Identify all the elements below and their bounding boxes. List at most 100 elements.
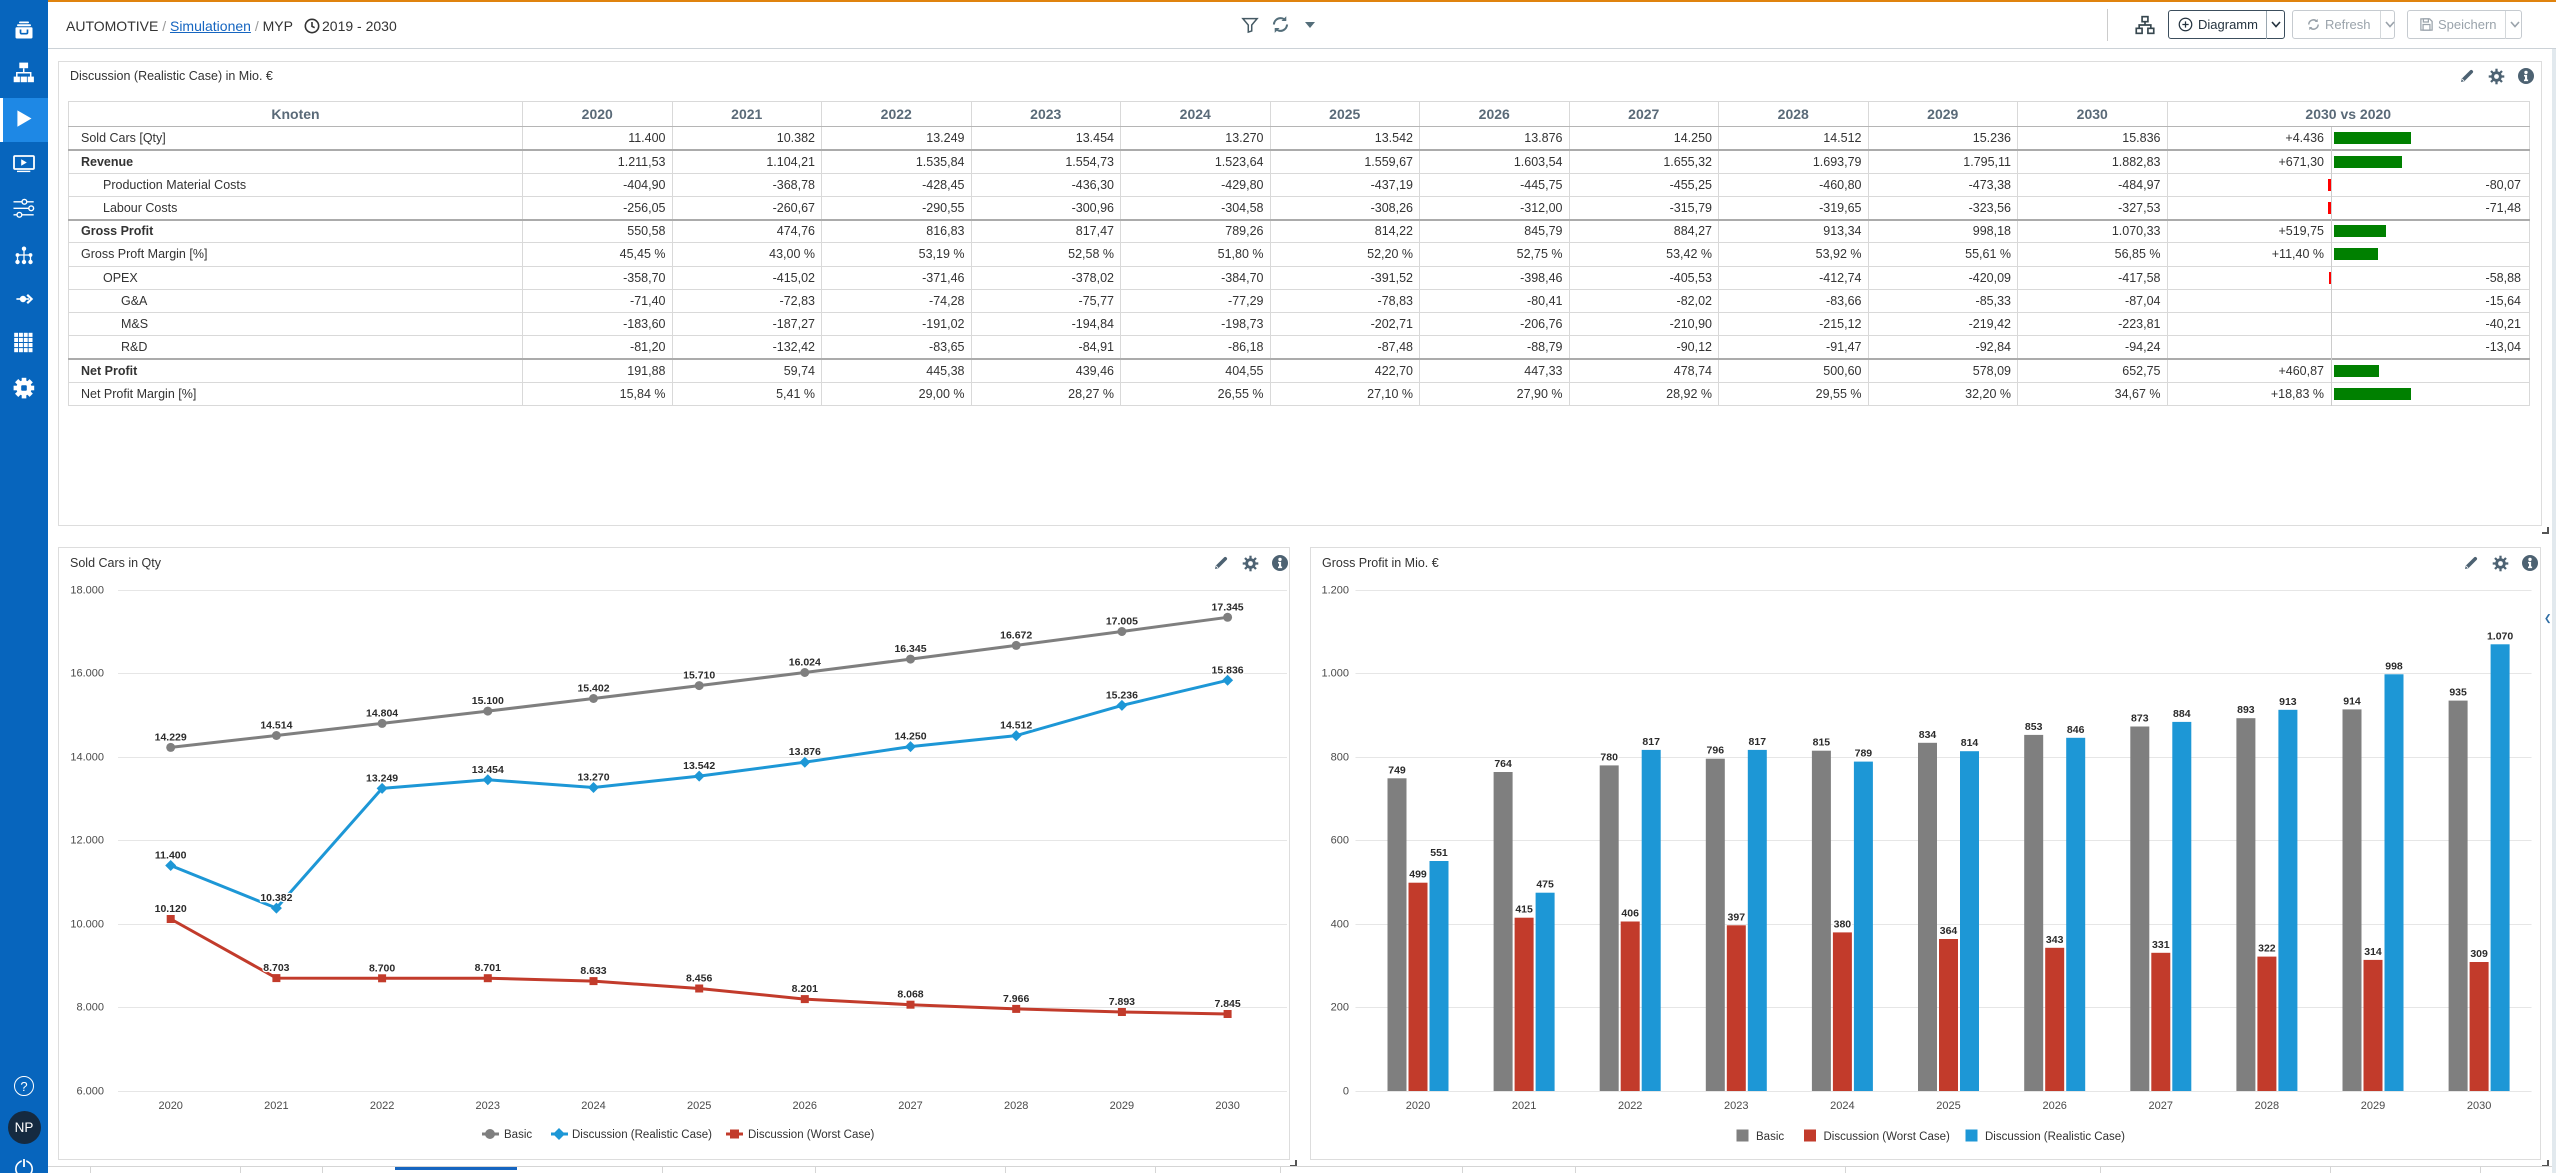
- svg-text:834: 834: [1919, 729, 1937, 741]
- svg-text:2021: 2021: [1512, 1100, 1536, 1112]
- svg-text:551: 551: [1430, 847, 1448, 859]
- svg-text:2026: 2026: [793, 1100, 817, 1112]
- svg-text:873: 873: [2131, 713, 2149, 725]
- svg-text:914: 914: [2343, 695, 2361, 707]
- svg-text:893: 893: [2237, 704, 2255, 716]
- svg-text:14.000: 14.000: [70, 752, 104, 764]
- svg-text:1.000: 1.000: [1321, 668, 1349, 680]
- svg-text:200: 200: [1331, 1002, 1349, 1014]
- svg-text:18.000: 18.000: [70, 585, 104, 597]
- svg-text:815: 815: [1813, 737, 1831, 749]
- svg-text:2027: 2027: [2149, 1100, 2173, 1112]
- svg-text:8.456: 8.456: [686, 973, 712, 985]
- svg-text:796: 796: [1707, 745, 1725, 757]
- svg-text:314: 314: [2364, 946, 2382, 958]
- svg-text:10.382: 10.382: [260, 892, 292, 904]
- svg-text:364: 364: [1940, 925, 1958, 937]
- svg-text:2022: 2022: [1618, 1100, 1642, 1112]
- svg-text:814: 814: [1961, 737, 1979, 749]
- svg-text:2027: 2027: [898, 1100, 922, 1112]
- svg-text:1.070: 1.070: [2487, 630, 2513, 642]
- svg-text:322: 322: [2258, 943, 2276, 955]
- svg-text:13.270: 13.270: [577, 772, 609, 784]
- svg-text:600: 600: [1331, 835, 1349, 847]
- svg-text:2030: 2030: [1215, 1100, 1239, 1112]
- svg-text:2024: 2024: [581, 1100, 605, 1112]
- svg-text:780: 780: [1600, 751, 1618, 763]
- svg-text:16.024: 16.024: [789, 657, 821, 669]
- svg-text:15.710: 15.710: [683, 670, 715, 682]
- svg-text:Basic: Basic: [504, 1129, 532, 1141]
- svg-text:2023: 2023: [476, 1100, 500, 1112]
- svg-text:415: 415: [1515, 904, 1533, 916]
- svg-text:397: 397: [1728, 911, 1746, 923]
- svg-text:17.345: 17.345: [1212, 601, 1244, 613]
- svg-text:998: 998: [2385, 660, 2403, 672]
- svg-text:8.633: 8.633: [580, 965, 606, 977]
- svg-text:16.345: 16.345: [894, 643, 926, 655]
- svg-text:15.402: 15.402: [577, 683, 609, 695]
- svg-text:Discussion (Worst Case): Discussion (Worst Case): [1824, 1131, 1950, 1143]
- svg-text:13.454: 13.454: [472, 764, 504, 776]
- svg-text:17.005: 17.005: [1106, 616, 1138, 628]
- svg-text:2028: 2028: [1004, 1100, 1028, 1112]
- svg-text:8.703: 8.703: [263, 962, 289, 974]
- svg-text:10.120: 10.120: [155, 903, 187, 915]
- svg-text:Basic: Basic: [1756, 1131, 1784, 1143]
- svg-text:2024: 2024: [1830, 1100, 1854, 1112]
- svg-text:499: 499: [1409, 869, 1427, 881]
- svg-text:8.700: 8.700: [369, 962, 395, 974]
- svg-text:913: 913: [2279, 696, 2297, 708]
- svg-text:2021: 2021: [264, 1100, 288, 1112]
- svg-text:14.514: 14.514: [260, 720, 292, 732]
- svg-text:331: 331: [2152, 939, 2170, 951]
- svg-text:789: 789: [1855, 748, 1873, 760]
- svg-text:764: 764: [1494, 758, 1512, 770]
- svg-text:2026: 2026: [2042, 1100, 2066, 1112]
- svg-text:10.000: 10.000: [70, 919, 104, 931]
- svg-text:8.068: 8.068: [897, 989, 923, 1001]
- svg-text:8.701: 8.701: [475, 962, 501, 974]
- svg-text:343: 343: [2046, 934, 2064, 946]
- svg-text:935: 935: [2449, 687, 2467, 699]
- svg-text:1.200: 1.200: [1321, 585, 1349, 597]
- svg-text:0: 0: [1343, 1086, 1349, 1098]
- svg-text:7.893: 7.893: [1109, 996, 1135, 1008]
- svg-text:14.229: 14.229: [155, 731, 187, 743]
- svg-text:2030: 2030: [2467, 1100, 2491, 1112]
- svg-text:8.201: 8.201: [792, 983, 818, 995]
- svg-text:11.400: 11.400: [155, 850, 187, 862]
- svg-text:846: 846: [2067, 724, 2085, 736]
- svg-text:Discussion (Realistic Case): Discussion (Realistic Case): [572, 1129, 712, 1141]
- svg-text:2028: 2028: [2255, 1100, 2279, 1112]
- svg-text:16.000: 16.000: [70, 668, 104, 680]
- svg-text:2029: 2029: [2361, 1100, 2385, 1112]
- svg-text:7.845: 7.845: [1214, 998, 1240, 1010]
- svg-text:15.236: 15.236: [1106, 689, 1138, 701]
- svg-text:309: 309: [2470, 948, 2488, 960]
- svg-text:884: 884: [2173, 708, 2191, 720]
- svg-text:853: 853: [2025, 721, 2043, 733]
- svg-text:6.000: 6.000: [76, 1086, 104, 1098]
- svg-text:Discussion (Worst Case): Discussion (Worst Case): [748, 1129, 874, 1141]
- svg-text:2020: 2020: [158, 1100, 182, 1112]
- svg-text:380: 380: [1834, 918, 1852, 930]
- svg-text:2025: 2025: [1936, 1100, 1960, 1112]
- svg-text:475: 475: [1536, 879, 1554, 891]
- svg-text:2020: 2020: [1406, 1100, 1430, 1112]
- svg-text:817: 817: [1642, 736, 1660, 748]
- svg-text:2029: 2029: [1110, 1100, 1134, 1112]
- svg-text:2022: 2022: [370, 1100, 394, 1112]
- svg-text:7.966: 7.966: [1003, 993, 1029, 1005]
- svg-text:14.512: 14.512: [1000, 720, 1032, 732]
- svg-text:817: 817: [1749, 736, 1767, 748]
- svg-text:406: 406: [1621, 908, 1639, 920]
- svg-text:749: 749: [1388, 764, 1406, 776]
- svg-text:16.672: 16.672: [1000, 629, 1032, 641]
- svg-text:Discussion (Realistic Case): Discussion (Realistic Case): [1985, 1131, 2125, 1143]
- svg-text:2025: 2025: [687, 1100, 711, 1112]
- svg-text:13.249: 13.249: [366, 772, 398, 784]
- svg-text:13.876: 13.876: [789, 746, 821, 758]
- svg-text:15.100: 15.100: [472, 695, 504, 707]
- svg-text:12.000: 12.000: [70, 835, 104, 847]
